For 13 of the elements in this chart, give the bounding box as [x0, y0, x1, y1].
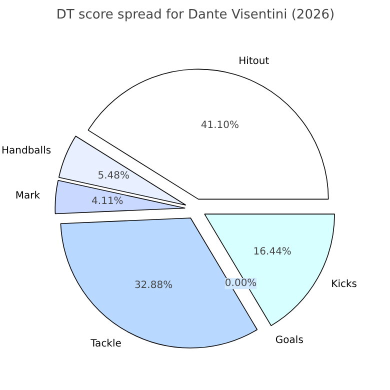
data-label: 32.88%: [134, 280, 173, 291]
slice-label: Handballs: [1, 146, 52, 157]
data-label: 5.48%: [98, 170, 130, 182]
slice-label: Kicks: [331, 279, 357, 290]
data-label: 4.11%: [92, 196, 124, 208]
slice-label: Hitout: [238, 56, 270, 68]
slice-label: Tackle: [90, 338, 122, 350]
chart-title: DT score spread for Dante Visentini (2026): [56, 8, 335, 22]
text: 0.00%: [224, 278, 257, 290]
category-label: Goals: [275, 335, 304, 346]
slice-label: Mark: [15, 190, 40, 202]
data-label: 16.44%: [253, 246, 292, 258]
data-label: 41.10%: [200, 120, 239, 131]
